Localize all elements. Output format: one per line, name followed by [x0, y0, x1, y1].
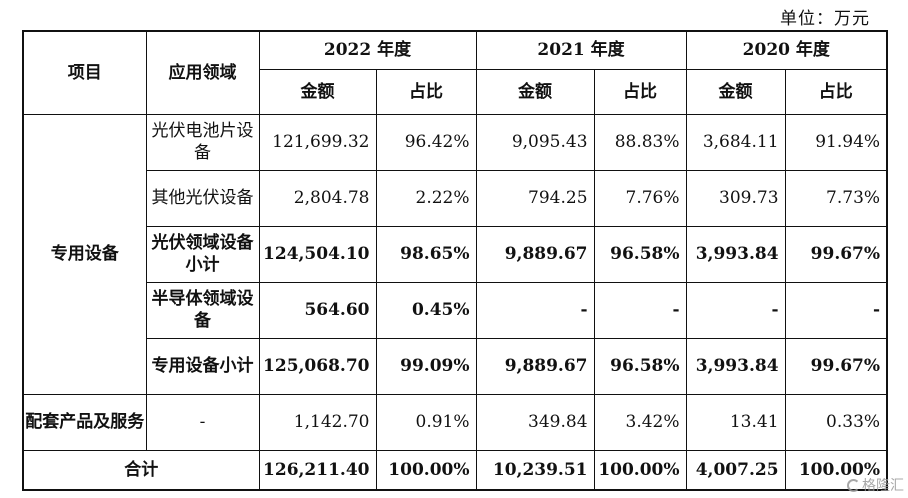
table-row-subtotal: 光伏领域设备小计 124,504.10 98.65% 9,889.67 96.5…	[23, 225, 888, 283]
cell-ratio: 99.09%	[375, 337, 477, 395]
cell-ratio: 99.67%	[784, 337, 888, 395]
group-supporting: 配套产品及服务	[22, 393, 147, 451]
header-application: 应用领域	[145, 30, 260, 115]
header-year-2021: 2021 年度	[475, 30, 687, 70]
cell-amount: 126,211.40	[258, 449, 377, 491]
header-item: 项目	[22, 30, 147, 115]
row-label: 光伏电池片设备	[145, 113, 260, 171]
table-row: 专用设备 光伏电池片设备 121,699.32 96.42% 9,095.43 …	[22, 113, 888, 395]
cell-amount: -	[685, 281, 786, 339]
cell-ratio: 0.91%	[375, 393, 477, 451]
cell-ratio: 3.42%	[593, 393, 687, 451]
header-ratio: 占比	[784, 68, 888, 115]
cell-amount: 124,504.10	[258, 225, 377, 283]
cell-amount: 3,993.84	[685, 225, 786, 283]
table-row: 其他光伏设备 2,804.78 2.22% 794.25 7.76% 309.7…	[23, 169, 888, 227]
table-row: 配套产品及服务 - 1,142.70 0.91% 349.84 3.42% 13…	[22, 393, 888, 451]
cell-amount: 13.41	[685, 393, 786, 451]
cell-ratio: 100.00%	[593, 449, 687, 491]
row-label: 半导体领域设备	[145, 281, 260, 339]
cell-ratio: 100.00%	[784, 449, 888, 491]
header-ratio: 占比	[375, 68, 477, 115]
header-amount: 金额	[475, 68, 595, 115]
header-ratio: 占比	[593, 68, 687, 115]
cell-amount: 10,239.51	[475, 449, 595, 491]
cell-amount: 3,684.11	[685, 113, 786, 171]
cell-ratio: 100.00%	[375, 449, 477, 491]
cell-ratio: 2.22%	[375, 169, 477, 227]
cell-amount: 9,889.67	[475, 337, 595, 395]
row-label: 光伏领域设备小计	[145, 225, 260, 283]
cell-ratio: 96.58%	[593, 225, 687, 283]
header-row-metrics: 金额 占比 金额 占比 金额 占比	[23, 68, 888, 115]
unit-note: 单位：万元	[780, 9, 870, 29]
cell-amount: 1,142.70	[258, 393, 377, 451]
header-row-years: 项目 应用领域 2022 年度 2021 年度 2020 年度	[22, 30, 888, 115]
cell-amount: -	[475, 281, 595, 339]
cell-ratio: 99.67%	[784, 225, 888, 283]
cell-ratio: 0.45%	[375, 281, 477, 339]
table-row-subtotal: 专用设备小计 125,068.70 99.09% 9,889.67 96.58%…	[23, 337, 888, 395]
group-dedicated: 专用设备	[22, 113, 147, 395]
total-label: 合计	[22, 449, 260, 491]
table-row-total: 合计 126,211.40 100.00% 10,239.51 100.00% …	[22, 449, 888, 491]
cell-amount: 564.60	[258, 281, 377, 339]
cell-amount: 125,068.70	[258, 337, 377, 395]
cell-amount: 2,804.78	[258, 169, 377, 227]
table-row: 半导体领域设备 564.60 0.45% - - - -	[23, 281, 888, 339]
row-label: 专用设备小计	[145, 337, 260, 395]
cell-ratio: 96.58%	[593, 337, 687, 395]
cell-ratio: -	[784, 281, 888, 339]
cell-ratio: 7.76%	[593, 169, 687, 227]
revenue-table: 项目 应用领域 2022 年度 2021 年度 2020 年度 金额 占比 金额…	[22, 30, 889, 491]
header-year-2020: 2020 年度	[685, 30, 888, 70]
watermark-logo-icon	[847, 478, 860, 492]
header-amount: 金额	[258, 68, 377, 115]
cell-amount: 121,699.32	[258, 113, 377, 171]
header-year-2022: 2022 年度	[258, 30, 477, 70]
cell-ratio: 7.73%	[784, 169, 888, 227]
cell-amount: 9,889.67	[475, 225, 595, 283]
cell-ratio: -	[593, 281, 687, 339]
cell-ratio: 91.94%	[784, 113, 888, 171]
cell-amount: 9,095.43	[475, 113, 595, 171]
watermark-text: 格隆汇	[862, 478, 904, 494]
cell-ratio: 0.33%	[784, 393, 888, 451]
cell-ratio: 98.65%	[375, 225, 477, 283]
cell-amount: 4,007.25	[685, 449, 786, 491]
header-amount: 金额	[685, 68, 786, 115]
row-label: -	[145, 393, 260, 451]
cell-amount: 3,993.84	[685, 337, 786, 395]
watermark: 格隆汇	[847, 475, 904, 495]
cell-ratio: 96.42%	[375, 113, 477, 171]
cell-amount: 794.25	[475, 169, 595, 227]
row-label: 其他光伏设备	[145, 169, 260, 227]
cell-amount: 309.73	[685, 169, 786, 227]
cell-ratio: 88.83%	[593, 113, 687, 171]
cell-amount: 349.84	[475, 393, 595, 451]
